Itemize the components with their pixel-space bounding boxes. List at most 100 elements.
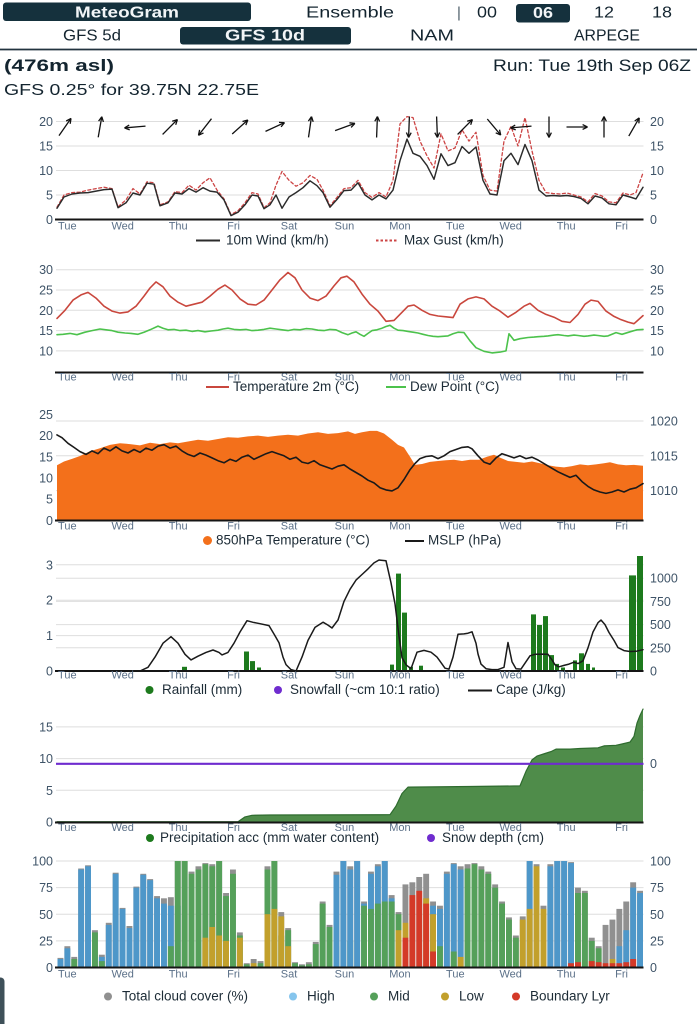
svg-text:250: 250 — [650, 641, 671, 655]
svg-text:10: 10 — [39, 344, 53, 358]
svg-text:06: 06 — [533, 5, 553, 22]
svg-text:Thu: Thu — [557, 372, 576, 384]
svg-text:Sun: Sun — [335, 521, 355, 533]
svg-text:ARPEGE: ARPEGE — [574, 28, 640, 45]
svg-text:1010: 1010 — [650, 484, 678, 498]
svg-text:Mon: Mon — [389, 372, 410, 384]
svg-text:0: 0 — [46, 665, 53, 679]
svg-text:|: | — [457, 5, 461, 22]
svg-text:Wed: Wed — [499, 822, 521, 834]
svg-text:MSLP (hPa): MSLP (hPa) — [428, 533, 501, 548]
svg-text:GFS 5d: GFS 5d — [63, 28, 121, 45]
svg-text:Mon: Mon — [389, 670, 410, 682]
svg-text:Sun: Sun — [335, 822, 355, 834]
svg-text:100: 100 — [32, 855, 53, 869]
svg-text:0: 0 — [46, 213, 53, 227]
svg-text:0: 0 — [46, 514, 53, 528]
svg-text:0: 0 — [46, 961, 53, 975]
svg-text:Tue: Tue — [58, 221, 77, 233]
svg-text:00: 00 — [477, 5, 497, 22]
svg-text:Sat: Sat — [281, 521, 298, 533]
svg-text:Cape (J/kg): Cape (J/kg) — [496, 682, 566, 697]
svg-text:Sat: Sat — [281, 822, 298, 834]
svg-text:Thu: Thu — [169, 969, 188, 981]
svg-text:500: 500 — [650, 618, 671, 632]
svg-text:12: 12 — [594, 5, 614, 22]
svg-text:Run: Tue 19th Sep 06Z: Run: Tue 19th Sep 06Z — [493, 57, 691, 75]
svg-text:15: 15 — [650, 324, 664, 338]
svg-text:Mon: Mon — [389, 521, 410, 533]
svg-text:Thu: Thu — [169, 521, 188, 533]
svg-text:Fri: Fri — [615, 521, 628, 533]
svg-text:10m Wind (km/h): 10m Wind (km/h) — [226, 233, 329, 248]
svg-text:25: 25 — [39, 934, 53, 948]
svg-text:5: 5 — [46, 189, 53, 203]
svg-text:Precipitation acc (mm water co: Precipitation acc (mm water content) — [160, 830, 379, 845]
svg-text:850hPa Temperature (°C): 850hPa Temperature (°C) — [216, 533, 370, 548]
svg-text:Tue: Tue — [446, 822, 465, 834]
svg-text:Tue: Tue — [58, 969, 77, 981]
svg-text:0: 0 — [650, 213, 657, 227]
svg-text:10: 10 — [39, 164, 53, 178]
svg-text:Thu: Thu — [169, 372, 188, 384]
svg-text:Thu: Thu — [169, 221, 188, 233]
svg-text:2: 2 — [46, 594, 53, 608]
svg-text:10: 10 — [650, 344, 664, 358]
svg-text:Fri: Fri — [227, 822, 240, 834]
svg-text:15: 15 — [39, 720, 53, 734]
svg-text:3: 3 — [46, 558, 53, 572]
svg-text:(476m asl): (476m asl) — [4, 57, 114, 75]
svg-text:Fri: Fri — [615, 221, 628, 233]
svg-text:Fri: Fri — [227, 670, 240, 682]
svg-text:Wed: Wed — [111, 521, 133, 533]
svg-text:15: 15 — [39, 450, 53, 464]
svg-text:Thu: Thu — [557, 521, 576, 533]
svg-text:20: 20 — [39, 429, 53, 443]
svg-text:Sun: Sun — [335, 969, 355, 981]
svg-text:Wed: Wed — [111, 969, 133, 981]
svg-text:75: 75 — [39, 881, 53, 895]
svg-text:Rainfall (mm): Rainfall (mm) — [162, 682, 242, 697]
svg-text:50: 50 — [650, 908, 664, 922]
svg-text:750: 750 — [650, 595, 671, 609]
svg-text:15: 15 — [650, 140, 664, 154]
svg-text:Tue: Tue — [446, 670, 465, 682]
svg-text:Thu: Thu — [557, 670, 576, 682]
svg-text:0: 0 — [650, 757, 657, 771]
svg-text:Sat: Sat — [281, 221, 298, 233]
svg-text:18: 18 — [652, 5, 672, 22]
svg-text:Tue: Tue — [58, 670, 77, 682]
svg-text:MeteoGram: MeteoGram — [75, 5, 179, 22]
svg-text:Fri: Fri — [227, 221, 240, 233]
svg-text:Max Gust (km/h): Max Gust (km/h) — [404, 233, 504, 248]
svg-text:1000: 1000 — [650, 572, 678, 586]
svg-text:High: High — [307, 989, 335, 1004]
svg-text:GFS 0.25° for 39.75N 22.75E: GFS 0.25° for 39.75N 22.75E — [4, 82, 259, 99]
svg-text:0: 0 — [650, 665, 657, 679]
svg-text:Thu: Thu — [169, 822, 188, 834]
svg-text:20: 20 — [39, 304, 53, 318]
svg-text:Dew Point (°C): Dew Point (°C) — [410, 379, 499, 394]
svg-text:Mon: Mon — [389, 822, 410, 834]
svg-text:Total cloud cover (%): Total cloud cover (%) — [122, 989, 248, 1004]
svg-text:Boundary Lyr: Boundary Lyr — [530, 989, 610, 1004]
svg-text:Tue: Tue — [58, 822, 77, 834]
svg-text:Thu: Thu — [557, 822, 576, 834]
svg-text:1020: 1020 — [650, 415, 678, 429]
svg-text:Wed: Wed — [499, 670, 521, 682]
svg-text:20: 20 — [650, 115, 664, 129]
svg-text:Tue: Tue — [446, 221, 465, 233]
svg-text:Fri: Fri — [227, 521, 240, 533]
svg-text:Wed: Wed — [499, 221, 521, 233]
svg-text:Mon: Mon — [389, 221, 410, 233]
svg-text:Tue: Tue — [58, 521, 77, 533]
svg-text:GFS 10d: GFS 10d — [225, 28, 305, 45]
svg-text:Sun: Sun — [335, 372, 355, 384]
svg-text:0: 0 — [650, 961, 657, 975]
svg-text:20: 20 — [39, 115, 53, 129]
svg-text:25: 25 — [650, 934, 664, 948]
svg-text:30: 30 — [39, 263, 53, 277]
svg-text:1015: 1015 — [650, 449, 678, 463]
svg-text:Snow depth (cm): Snow depth (cm) — [442, 830, 544, 845]
svg-text:Wed: Wed — [111, 670, 133, 682]
